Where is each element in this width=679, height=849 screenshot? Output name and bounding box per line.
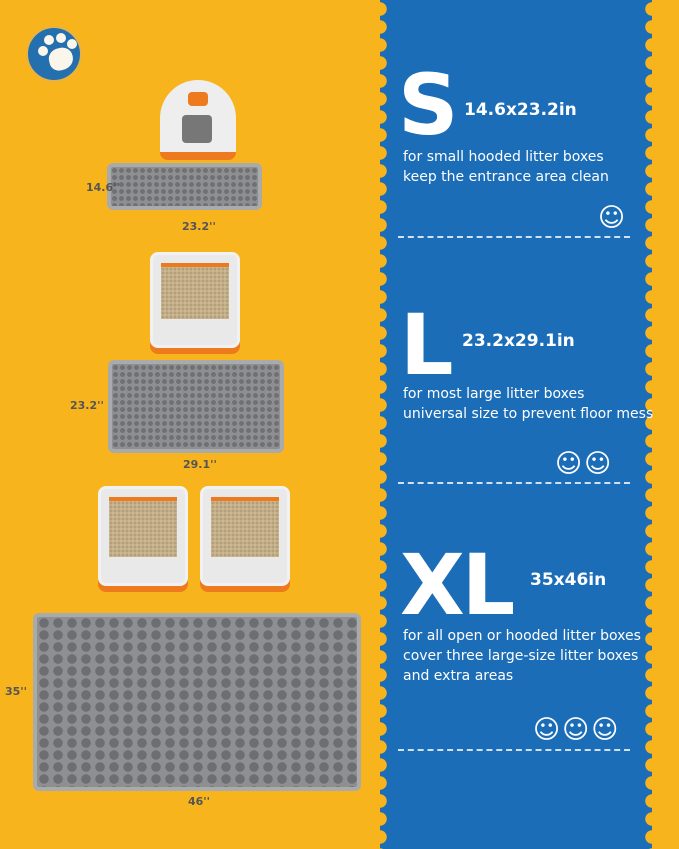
hood-handle bbox=[188, 92, 208, 106]
panel-wavy-edge-left bbox=[372, 0, 388, 849]
cat-icons: ☺☺☺ bbox=[533, 715, 621, 745]
hood-entrance bbox=[182, 115, 212, 143]
size-info-panel bbox=[380, 0, 652, 849]
size-letter-l: L bbox=[400, 296, 454, 394]
mat-xl-image bbox=[33, 613, 361, 791]
xl-width-label: 35'' bbox=[5, 685, 28, 698]
cat-icon: ☺ bbox=[598, 203, 628, 233]
divider bbox=[398, 236, 630, 238]
size-l-description: for most large litter boxes universal si… bbox=[403, 384, 653, 424]
mat-large-image bbox=[108, 360, 284, 453]
size-l-dimensions: 23.2x29.1in bbox=[462, 331, 575, 351]
small-length-label: 23.2'' bbox=[182, 220, 216, 233]
size-s-description: for small hooded litter boxes keep the e… bbox=[403, 147, 609, 187]
mat-small-image bbox=[107, 163, 262, 210]
size-letter-xl: XL bbox=[400, 536, 515, 634]
paw-logo-icon bbox=[26, 26, 82, 82]
size-xl-description: for all open or hooded litter boxes cove… bbox=[403, 626, 641, 686]
desc-line: for all open or hooded litter boxes bbox=[403, 628, 641, 644]
desc-line: for small hooded litter boxes bbox=[403, 149, 604, 165]
large-width-label: 23.2'' bbox=[70, 399, 104, 412]
size-letter-s: S bbox=[398, 56, 458, 154]
xl-length-label: 46'' bbox=[188, 795, 211, 808]
panel-wavy-edge-right bbox=[644, 0, 660, 849]
litter-box-image bbox=[98, 486, 188, 586]
litter-box-image bbox=[200, 486, 290, 586]
desc-line: cover three large-size litter boxes bbox=[403, 648, 639, 664]
cat-icons: ☺☺ bbox=[555, 449, 614, 479]
divider bbox=[398, 749, 630, 751]
size-xl-dimensions: 35x46in bbox=[530, 570, 607, 590]
size-s-dimensions: 14.6x23.2in bbox=[464, 100, 577, 120]
small-width-label: 14.6'' bbox=[86, 181, 120, 194]
large-length-label: 29.1'' bbox=[183, 458, 217, 471]
desc-line: universal size to prevent floor mess bbox=[403, 406, 654, 422]
desc-line: keep the entrance area clean bbox=[403, 169, 609, 185]
desc-line: and extra areas bbox=[403, 668, 514, 684]
desc-line: for most large litter boxes bbox=[403, 386, 585, 402]
litter-box-image bbox=[150, 252, 240, 348]
divider bbox=[398, 482, 630, 484]
